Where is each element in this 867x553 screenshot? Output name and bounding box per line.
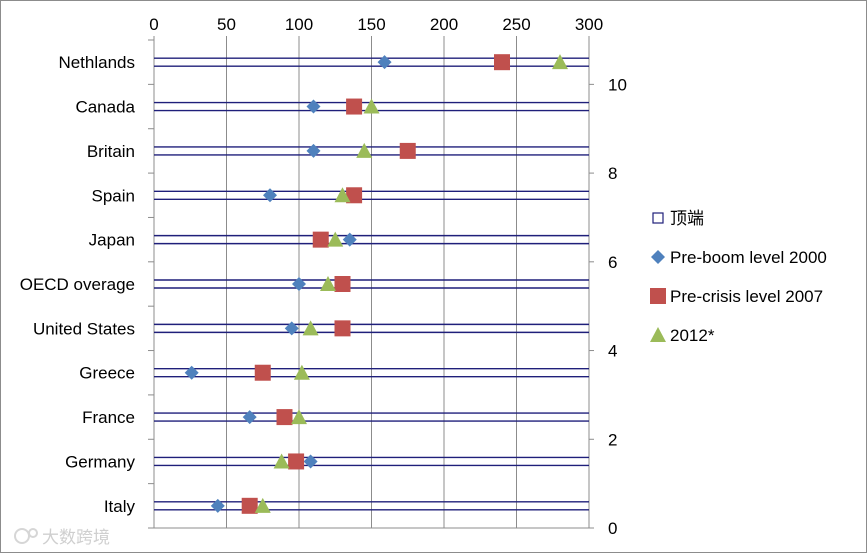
y2-tick-label: 6 <box>608 253 617 272</box>
square-point <box>254 364 271 381</box>
y2-tick-label: 0 <box>608 519 617 538</box>
diamond-point <box>303 454 318 469</box>
x-tick-label: 150 <box>357 15 385 34</box>
category-label: Greece <box>79 364 135 383</box>
triangle-point <box>552 54 568 70</box>
triangle-point <box>293 364 310 380</box>
triangle-point <box>320 276 336 291</box>
legend-item: Pre-crisis level 2007 <box>650 287 823 306</box>
category-labels: Nethlands Canada Britain Spain Japan OECD ove… <box>20 53 136 516</box>
square-point <box>241 497 258 514</box>
x-tick-label: 100 <box>285 15 313 34</box>
category-label: United States <box>33 319 135 338</box>
legend-marker <box>652 212 664 224</box>
legend-label: 顶端 <box>670 209 704 228</box>
x-tick-label: 0 <box>149 15 158 34</box>
triangle-point <box>302 320 319 336</box>
legend-label: Pre-boom level 2000 <box>670 248 827 267</box>
legend: 顶端 Pre-boom level 2000 Pre-crisis level 20… <box>650 209 827 345</box>
square-point <box>276 409 293 426</box>
triangle-point <box>334 187 351 203</box>
triangle-point <box>363 98 380 114</box>
triangle-point <box>356 142 373 158</box>
triangle-point <box>254 497 271 513</box>
square-point <box>346 187 363 204</box>
y2-tick-label: 8 <box>608 164 617 183</box>
legend-item: Pre-boom level 2000 <box>651 248 827 267</box>
diamond-point <box>306 143 321 158</box>
square-point <box>346 98 363 115</box>
category-label: Spain <box>92 186 135 205</box>
legend-item: 2012* <box>650 326 715 345</box>
square-point <box>399 142 416 159</box>
square-point <box>494 54 510 71</box>
square-point <box>288 453 305 470</box>
diamond-point <box>210 498 225 513</box>
category-label: OECD overage <box>20 275 135 294</box>
category-label: Britain <box>87 142 135 161</box>
triangle-point <box>327 231 344 247</box>
series-square <box>241 54 510 514</box>
category-label: France <box>82 408 135 427</box>
data-markers <box>184 54 568 514</box>
y2-tick-label: 4 <box>608 342 617 361</box>
diamond-point <box>184 365 199 380</box>
category-label: Canada <box>75 98 135 117</box>
triangle-point <box>291 409 307 425</box>
square-point <box>334 320 351 337</box>
legend-marker <box>650 288 666 304</box>
legend-marker <box>650 327 666 342</box>
watermark-text: 大数跨境 <box>42 528 110 548</box>
diamond-point <box>292 277 306 291</box>
y2-tick-label: 2 <box>608 430 617 449</box>
x-tick-label: 250 <box>502 15 530 34</box>
legend-marker <box>651 250 665 264</box>
legend-label: 2012* <box>670 326 715 345</box>
diamond-point <box>306 99 321 114</box>
x-tick-label: 50 <box>217 15 236 34</box>
watermark: 大数跨境 <box>14 528 110 548</box>
square-point <box>312 231 329 248</box>
category-label: Italy <box>104 497 136 516</box>
category-label: Japan <box>89 231 135 250</box>
category-label: Germany <box>65 452 135 471</box>
x-tick-label: 300 <box>575 15 603 34</box>
diamond-point <box>263 188 277 203</box>
square-point <box>334 276 351 292</box>
diamond-point <box>284 321 299 336</box>
x-tick-label: 200 <box>430 15 458 34</box>
category-label: Nethlands <box>58 53 135 72</box>
watermark-logo-icon <box>14 528 38 544</box>
x-axis: 0 50 100 150 200 250 300 <box>149 15 603 40</box>
legend-label: Pre-crisis level 2007 <box>670 287 823 306</box>
diamond-point <box>342 232 357 247</box>
diamond-point <box>242 410 257 425</box>
watermark-ring <box>14 528 30 544</box>
gridlines <box>153 40 590 529</box>
series-triangle <box>254 54 568 513</box>
diamond-point <box>377 55 392 70</box>
triangle-point <box>273 453 290 469</box>
watermark-ring-small <box>28 528 38 538</box>
y2-tick-label: 10 <box>608 75 627 94</box>
legend-item: 顶端 <box>652 209 704 228</box>
series-diamond <box>184 55 392 513</box>
secondary-y-axis: 0 2 4 6 8 10 <box>148 39 627 538</box>
